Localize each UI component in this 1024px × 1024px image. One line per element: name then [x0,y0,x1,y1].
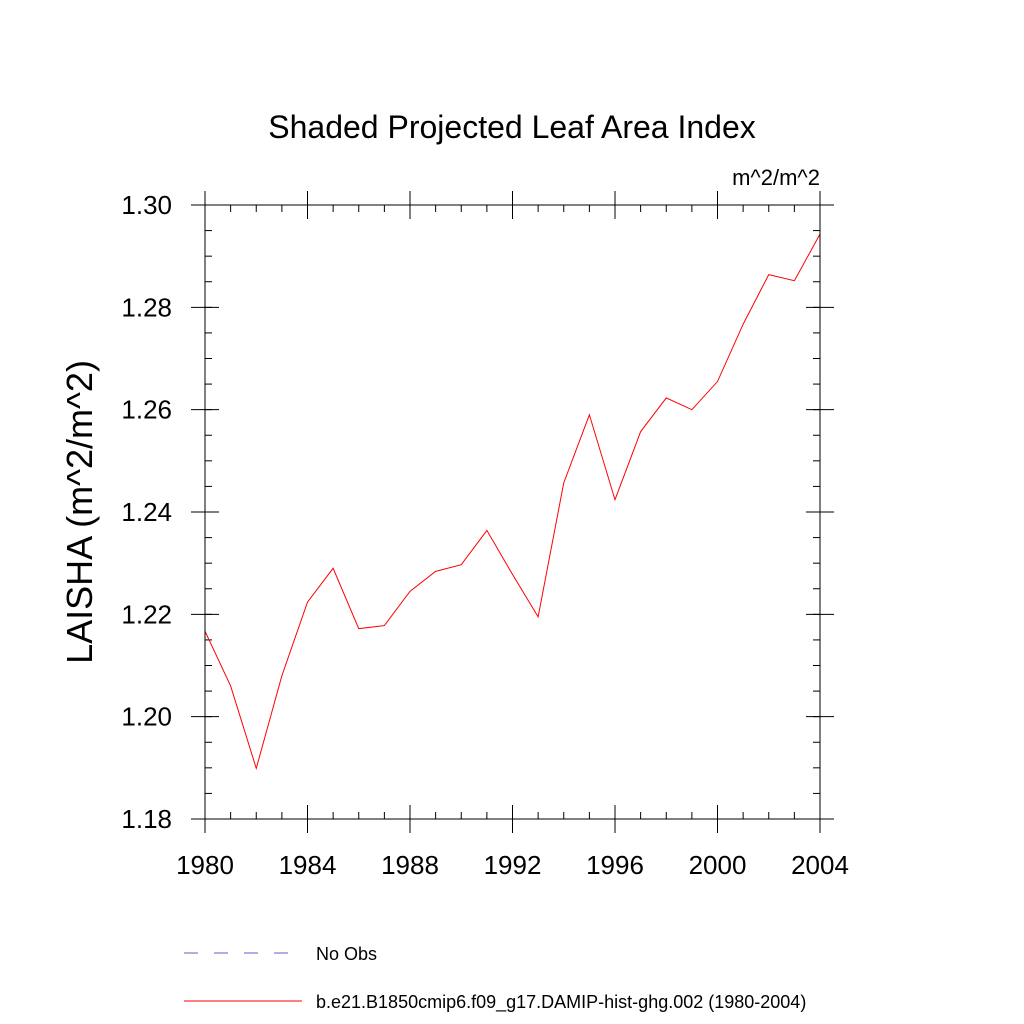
x-tick-labels: 1980 1984 1988 1992 1996 2000 2004 [176,850,849,880]
y-tick-label: 1.20 [121,702,172,732]
x-tick-label: 1984 [279,850,337,880]
y-tick-label: 1.26 [121,395,172,425]
major-ticks [191,191,834,833]
y-tick-label: 1.28 [121,292,172,322]
legend-label-1: b.e21.B1850cmip6.f09_g17.DAMIP-hist-ghg.… [316,992,806,1013]
x-tick-label: 2004 [791,850,849,880]
y-tick-label: 1.22 [121,599,172,629]
legend-label-0: No Obs [316,944,377,964]
x-tick-label: 1996 [586,850,644,880]
minor-ticks [204,204,821,820]
series-line-1 [204,233,821,771]
x-tick-label: 1980 [176,850,234,880]
y-tick-label: 1.30 [121,190,172,220]
plot-frame [204,204,821,820]
units-label: m^2/m^2 [732,165,820,190]
y-tick-labels: 1.18 1.20 1.22 1.24 1.26 1.28 1.30 [121,190,172,834]
x-tick-label: 1988 [381,850,439,880]
x-tick-label: 2000 [689,850,747,880]
y-axis-label: LAISHA (m^2/m^2) [59,360,100,664]
x-tick-label: 1992 [484,850,542,880]
y-tick-label: 1.18 [121,804,172,834]
chart-title: Shaded Projected Leaf Area Index [268,109,755,145]
y-tick-label: 1.24 [121,497,172,527]
legend: No Obs b.e21.B1850cmip6.f09_g17.DAMIP-his… [184,944,806,1013]
series-layer [204,233,821,771]
